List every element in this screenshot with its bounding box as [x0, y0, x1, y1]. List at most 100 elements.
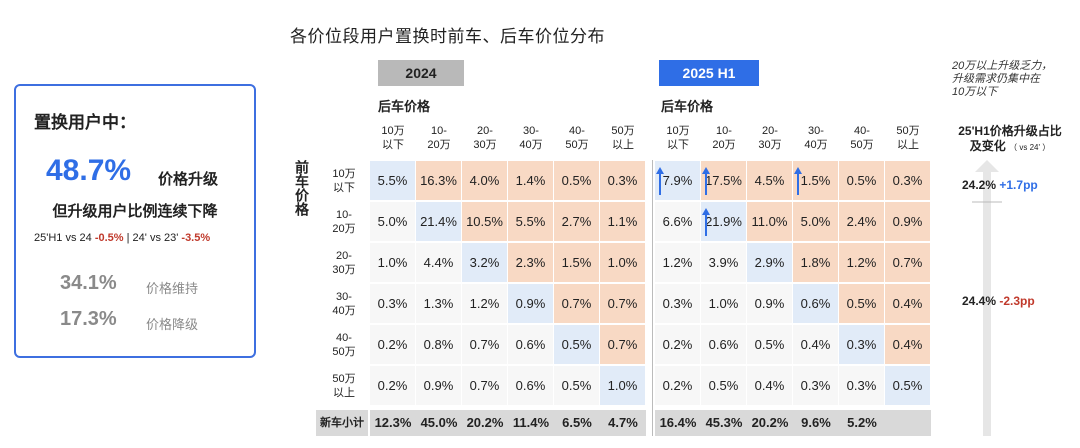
heatmap-cell: 0.4% — [885, 284, 930, 323]
heatmap-cell: 0.3% — [600, 161, 645, 200]
column-header-line: 20- — [477, 125, 493, 137]
column-header-line: 50万 — [850, 139, 874, 151]
heatmap-cell: 1.0% — [600, 366, 645, 405]
row-header-line: 以上 — [333, 387, 355, 399]
heatmap-cell: 1.4% — [508, 161, 553, 200]
tab-2025-h1: 2025 H1 — [659, 60, 759, 86]
upgrade-share-header-note: （ vs 24' ） — [1009, 143, 1051, 152]
heatmap-cell: 5.0% — [793, 202, 838, 241]
heatmap-cell: 0.2% — [655, 366, 700, 405]
heatmap-cell: 0.4% — [885, 325, 930, 364]
heatmap-cell: 1.2% — [462, 284, 507, 323]
subtotal-cell: 20.2% — [751, 415, 789, 430]
summary-subtitle: 但升级用户比例连续下降 — [52, 203, 218, 220]
heatmap-cell: 0.8% — [416, 325, 461, 364]
subtotal-cell: 20.2% — [466, 415, 504, 430]
heatmap-cell: 0.5% — [554, 325, 599, 364]
downgrade-percentage: 17.3% — [60, 308, 117, 330]
column-header-line: 50万 — [565, 139, 589, 151]
row-header-line: 50万 — [332, 373, 356, 385]
after-price-label-2024: 后车价格 — [378, 99, 431, 114]
heatmap-cell: 5.5% — [508, 202, 553, 241]
up-arrow-icon — [656, 167, 664, 195]
heatmap-cell: 1.1% — [600, 202, 645, 241]
heatmap-cell: 0.9% — [508, 284, 553, 323]
insight-note-line: 升级需求仍集中在 — [952, 73, 1040, 85]
column-header: 10- 20万 — [416, 124, 462, 152]
column-header-line: 30万 — [758, 139, 782, 151]
page-title: 各价位段用户置换时前车、后车价位分布 — [290, 27, 605, 46]
heatmap-cell: 0.3% — [839, 325, 884, 364]
row-header-line: 10- — [336, 209, 352, 221]
heatmap-cell: 1.5% — [554, 243, 599, 282]
column-header-line: 20- — [762, 125, 778, 137]
heatmap-cell: 2.9% — [747, 243, 792, 282]
heatmap-cell: 1.0% — [600, 243, 645, 282]
insight-note-line: 10万以下 — [952, 86, 998, 98]
upgrade-share-header: 25'H1价格升级占比 及变化 （ vs 24' ） — [950, 124, 1070, 155]
heatmap-cell: 11.0% — [747, 202, 792, 241]
after-price-label-2025: 后车价格 — [661, 99, 714, 114]
heatmap-cell: 21.9% — [701, 202, 746, 241]
heatmap-cell: 0.9% — [416, 366, 461, 405]
before-price-axis-label: 前车价格 — [294, 160, 310, 216]
upgrade-share-header-line2: 及变化 （ vs 24' ） — [950, 139, 1070, 155]
heatmap-cell: 1.8% — [793, 243, 838, 282]
column-header-line: 50万 — [611, 125, 635, 137]
row-header-line: 40万 — [332, 305, 356, 317]
maintain-percentage: 34.1% — [60, 272, 117, 294]
heatmap-cell: 0.2% — [655, 325, 700, 364]
upgrade-share-row2: 24.4% -2.3pp — [962, 294, 1035, 308]
heatmap-cell: 0.2% — [370, 366, 415, 405]
heatmap-cell: 0.5% — [554, 161, 599, 200]
heatmap-cell: 1.2% — [839, 243, 884, 282]
heatmap-cell: 0.5% — [747, 325, 792, 364]
column-header-line: 40- — [569, 125, 585, 137]
comparison-a-value: -0.5% — [94, 232, 124, 244]
summary-card: 置换用户中： 48.7% 价格升级 但升级用户比例连续下降 25'H1 vs 2… — [14, 84, 256, 358]
heatmap-cell: 4.4% — [416, 243, 461, 282]
subtotal-label: 新车小计 — [316, 410, 368, 436]
trend-arrow-head — [975, 160, 999, 172]
heatmap-cell: 0.3% — [839, 366, 884, 405]
row-header: 40- 50万 — [322, 331, 366, 359]
heatmap-cell: 0.7% — [462, 325, 507, 364]
heatmap-cell: 0.4% — [793, 325, 838, 364]
heatmap-cell: 0.2% — [370, 325, 415, 364]
row-header: 50万以上 — [322, 372, 366, 400]
column-header-line: 40万 — [519, 139, 543, 151]
summary-header: 置换用户中： — [34, 113, 136, 132]
heatmap-cell: 0.6% — [701, 325, 746, 364]
heatmap-cell: 21.4% — [416, 202, 461, 241]
heatmap-cell: 0.6% — [508, 366, 553, 405]
column-header: 50万 以上 — [885, 124, 931, 152]
heatmap-cell: 0.6% — [793, 284, 838, 323]
heatmap-cell: 0.5% — [554, 366, 599, 405]
heatmap-cell: 3.9% — [701, 243, 746, 282]
subtotal-strip — [370, 410, 646, 436]
comparison-line: 25'H1 vs 24 -0.5% | 24' vs 23' -3.5% — [34, 232, 210, 244]
downgrade-label: 价格降级 — [146, 317, 199, 332]
heatmap-cell: 0.7% — [462, 366, 507, 405]
trend-arrow-graphic — [972, 160, 1002, 436]
tab-2024: 2024 — [378, 60, 464, 86]
heatmap-cell: 1.2% — [655, 243, 700, 282]
subtotal-strip — [655, 410, 931, 436]
upgrade-share-row1: 24.2% +1.7pp — [962, 178, 1038, 192]
heatmap-cell: 1.3% — [416, 284, 461, 323]
subtotal-cell: 16.4% — [659, 415, 697, 430]
upgrade-share-change-1: +1.7pp — [999, 178, 1038, 192]
heatmap-cell: 2.3% — [508, 243, 553, 282]
column-header: 50万 以上 — [600, 124, 646, 152]
upgrade-share-value-1: 24.2% — [962, 178, 997, 192]
column-header-line: 20万 — [712, 139, 736, 151]
column-header-line: 10- — [431, 125, 447, 137]
table-divider — [652, 160, 653, 436]
maintain-label: 价格维持 — [146, 281, 199, 296]
column-header-line: 10万 — [666, 125, 690, 137]
row-header: 10- 20万 — [322, 208, 366, 236]
row-header-line: 20- — [336, 250, 352, 262]
column-header: 30- 40万 — [508, 124, 554, 152]
comparison-b-text: 24' vs 23' — [132, 232, 179, 244]
heatmap-cell: 0.3% — [793, 366, 838, 405]
